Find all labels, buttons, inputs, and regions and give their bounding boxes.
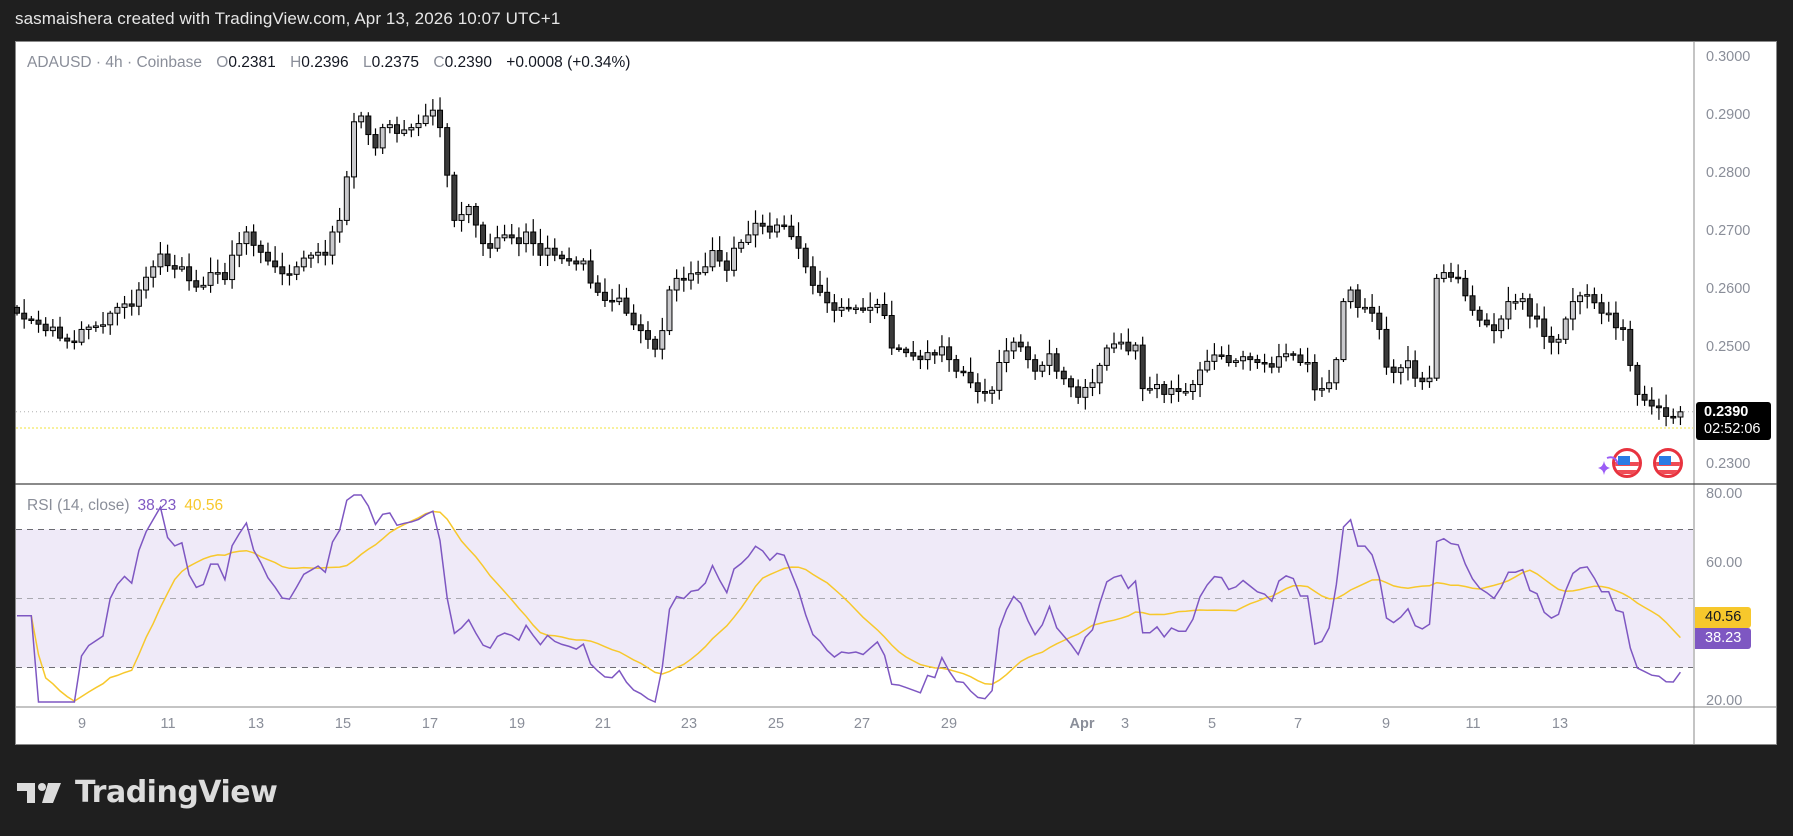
high-value: 0.2396 (301, 54, 349, 71)
price-tick: 0.2900 (1706, 107, 1751, 123)
time-axis-label: 13 (1551, 716, 1569, 732)
time-axis-label: 19 (508, 716, 526, 732)
time-axis-label: 13 (247, 716, 265, 732)
separator: · (126, 54, 133, 71)
rsi-ma-tag: 40.56 (1695, 607, 1751, 628)
price-tick: 0.2800 (1706, 165, 1751, 181)
time-axis-label: 9 (77, 716, 87, 732)
symbol-name[interactable]: ADAUSD (27, 54, 92, 71)
tradingview-logo-icon (17, 782, 61, 803)
us-flag-event-icon[interactable] (1653, 448, 1683, 478)
rsi-legend: RSI (14, close) 38.23 40.56 (27, 497, 223, 515)
time-axis-label: 11 (160, 716, 176, 732)
logo-text: TradingView (75, 775, 278, 810)
sparkle-icon[interactable] (1594, 456, 1618, 482)
open-value: 0.2381 (228, 54, 276, 71)
us-flag-event-icon[interactable] (1612, 448, 1642, 478)
rsi-tick: 80.00 (1706, 486, 1743, 502)
rsi-value-tag: 38.23 (1695, 628, 1751, 649)
price-tick: 0.2600 (1706, 281, 1751, 297)
time-axis-label: 23 (680, 716, 698, 732)
rsi-label[interactable]: RSI (14, close) (27, 497, 130, 514)
time-axis-label: Apr (1069, 716, 1095, 732)
close-value: 0.2390 (444, 54, 492, 71)
symbol-legend: ADAUSD · 4h · Coinbase O0.2381 H0.2396 L… (27, 54, 630, 72)
time-axis-label: 17 (421, 716, 439, 732)
current-price-tag: 0.2390 02:52:06 (1696, 402, 1771, 440)
time-axis-label: 15 (334, 716, 352, 732)
attribution-text: sasmaishera created with TradingView.com… (15, 9, 561, 28)
rsi-value: 38.23 (137, 497, 177, 514)
time-axis-label: 27 (853, 716, 871, 732)
rsi-tick: 20.00 (1706, 693, 1743, 709)
time-axis-label: 7 (1293, 716, 1303, 732)
time-axis-label: 25 (767, 716, 785, 732)
separator: · (95, 54, 102, 71)
time-axis-label: 5 (1207, 716, 1217, 732)
rsi-ma-value: 40.56 (184, 497, 224, 514)
interval[interactable]: 4h (105, 54, 123, 71)
price-tick: 0.2300 (1706, 456, 1751, 472)
time-axis-label: 3 (1120, 716, 1130, 732)
exchange: Coinbase (136, 54, 202, 71)
tradingview-logo: TradingView (17, 775, 278, 810)
current-price: 0.2390 (1704, 404, 1749, 420)
change-value: +0.0008 (+0.34%) (506, 54, 631, 71)
close-label: C (433, 54, 445, 71)
bar-countdown: 02:52:06 (1704, 421, 1761, 437)
low-value: 0.2375 (371, 54, 420, 71)
price-tick: 0.2700 (1706, 223, 1751, 239)
price-tick: 0.3000 (1706, 49, 1751, 65)
time-axis-label: 9 (1381, 716, 1391, 732)
time-axis-label: 11 (1465, 716, 1481, 732)
price-tick: 0.2500 (1706, 339, 1751, 355)
low-label: L (363, 54, 372, 71)
high-label: H (290, 54, 302, 71)
rsi-tick: 60.00 (1706, 555, 1743, 571)
open-label: O (216, 54, 229, 71)
time-axis-label: 29 (940, 716, 958, 732)
time-axis-label: 21 (594, 716, 612, 732)
